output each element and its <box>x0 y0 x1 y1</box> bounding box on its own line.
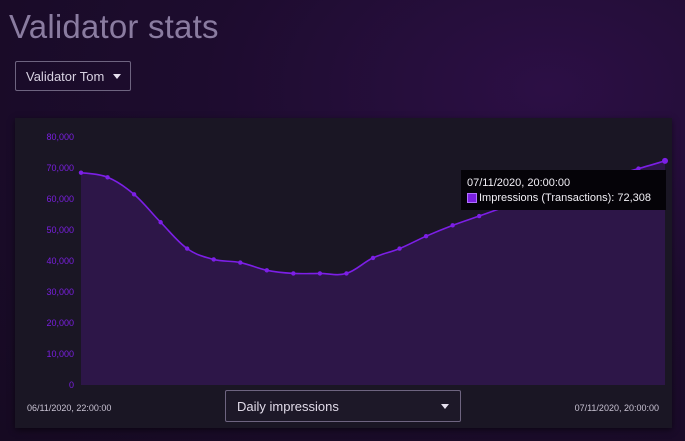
tooltip-series: Impressions (Transactions) <box>479 191 612 204</box>
validator-select-value: Validator Tom <box>26 68 105 84</box>
data-point[interactable] <box>184 246 190 251</box>
chart-tooltip: 07/11/2020, 20:00:00 Impressions (Transa… <box>461 170 666 210</box>
data-point[interactable] <box>264 268 270 273</box>
x-axis-end-label: 07/11/2020, 20:00:00 <box>574 403 659 413</box>
y-tick-label: 80,000 <box>46 132 74 142</box>
data-point[interactable] <box>370 255 376 261</box>
chart-panel: 0 10,000 20,000 30,000 40,000 50,000 60,000 70,… <box>15 118 672 428</box>
data-point[interactable] <box>636 166 641 171</box>
data-point[interactable] <box>78 170 84 175</box>
data-point[interactable] <box>105 175 110 180</box>
tooltip-separator: : <box>611 191 618 204</box>
data-point[interactable] <box>317 271 323 276</box>
y-tick-label: 70,000 <box>46 163 74 173</box>
y-tick-label: 60,000 <box>46 194 74 204</box>
y-tick-label: 20,000 <box>46 318 74 328</box>
tooltip-date: 07/11/2020, 20:00:00 <box>467 176 571 189</box>
data-point[interactable] <box>291 271 296 276</box>
y-tick-label: 10,000 <box>46 349 74 359</box>
data-point[interactable] <box>450 223 455 228</box>
x-axis-start-label: 06/11/2020, 22:00:00 <box>27 403 112 413</box>
y-tick-label: 40,000 <box>46 256 74 266</box>
data-point[interactable] <box>238 260 243 265</box>
y-tick-label: 50,000 <box>46 225 74 235</box>
tooltip-value: 72,308 <box>617 191 652 204</box>
validator-select[interactable]: Validator Tom <box>15 61 131 91</box>
legend-swatch-icon <box>467 192 477 203</box>
y-tick-label: 30,000 <box>46 287 74 297</box>
data-point[interactable] <box>158 220 163 225</box>
data-point[interactable] <box>476 213 482 219</box>
tooltip-row: Impressions (Transactions): 72,308 <box>467 190 660 205</box>
page-title: Validator stats <box>9 8 219 45</box>
series-area <box>81 160 665 385</box>
data-point[interactable] <box>662 157 668 164</box>
y-tick-label: 0 <box>69 380 74 390</box>
series-points <box>78 157 668 276</box>
y-axis: 0 10,000 20,000 30,000 40,000 50,000 60,000 70,… <box>46 132 74 390</box>
data-point[interactable] <box>344 271 349 276</box>
data-point[interactable] <box>397 246 402 251</box>
metric-select-value: Daily impressions <box>237 398 339 414</box>
chart-svg: 0 10,000 20,000 30,000 40,000 50,000 60,000 70,… <box>46 132 668 390</box>
data-point[interactable] <box>131 192 137 197</box>
metric-select[interactable]: Daily impressions <box>225 390 461 422</box>
caret-down-icon <box>441 404 449 409</box>
caret-down-icon <box>113 74 121 79</box>
data-point[interactable] <box>423 234 429 239</box>
data-point[interactable] <box>211 257 216 262</box>
